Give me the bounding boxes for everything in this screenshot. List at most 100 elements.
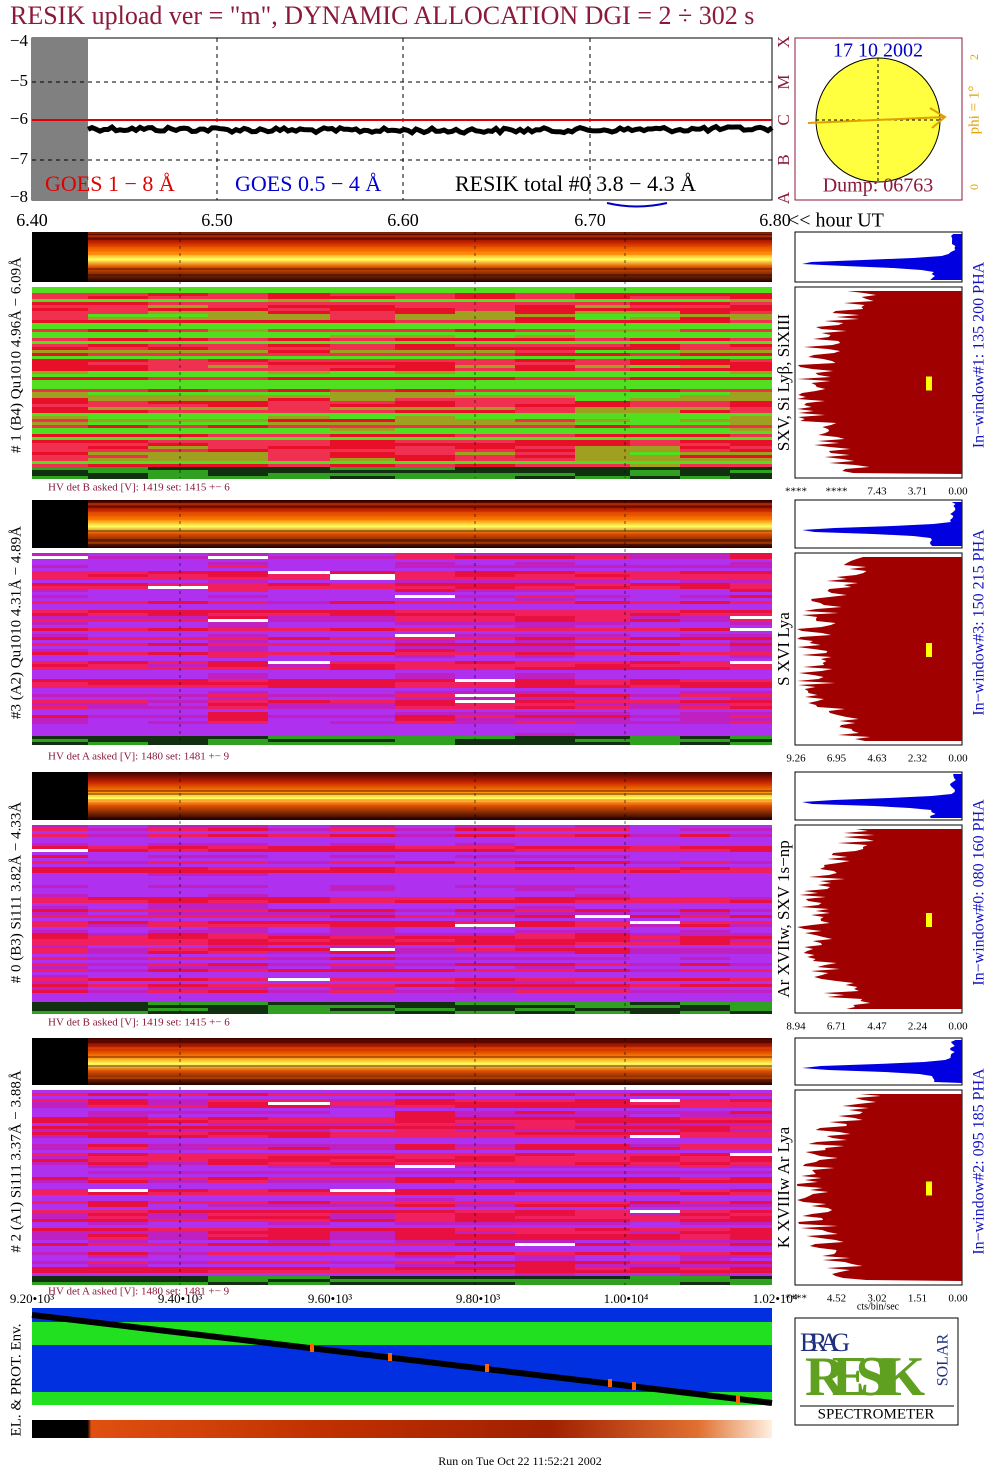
spectrogram-cell xyxy=(208,703,268,706)
spectrogram-cell xyxy=(575,1246,630,1249)
spectrogram-cell xyxy=(680,999,730,1002)
logo-frame xyxy=(794,1317,959,1426)
spectrogram-cell xyxy=(575,1231,630,1234)
spectrogram-cell xyxy=(630,1162,680,1165)
spectrogram-cell xyxy=(330,718,395,721)
spectrogram-cell xyxy=(455,697,515,700)
spectrogram xyxy=(32,825,772,1014)
spectrogram-cell xyxy=(630,622,680,625)
spectrogram-cell xyxy=(208,640,268,643)
spectrogram-cell xyxy=(575,595,630,598)
spectrogram-cell xyxy=(208,443,268,446)
spectrogram-cell xyxy=(455,410,515,413)
spectrogram-cell xyxy=(680,1216,730,1219)
spectrogram-cell xyxy=(515,556,575,559)
spectrogram-cell xyxy=(208,631,268,634)
spectrogram-cell xyxy=(575,305,630,308)
spectrogram-cell xyxy=(575,658,630,661)
spectrogram-cell xyxy=(88,882,148,885)
spectrogram-cell xyxy=(680,915,730,918)
spectrogram-cell xyxy=(575,706,630,709)
spectrogram-cell xyxy=(32,1207,88,1210)
spectrogram-cell xyxy=(680,619,730,622)
spectrogram-cell xyxy=(148,290,208,293)
spectrogram-cell xyxy=(575,960,630,963)
spectrogram-cell xyxy=(208,1177,268,1180)
spectrogram-cell xyxy=(395,598,455,601)
spectrogram-cell xyxy=(148,879,208,882)
spectrogram-cell xyxy=(515,616,575,619)
spectrogram-cell xyxy=(88,359,148,362)
spectrogram-cell xyxy=(680,849,730,852)
spectrogram-cell xyxy=(268,1162,330,1165)
spectrogram-cell xyxy=(455,918,515,921)
spectrogram-cell xyxy=(148,873,208,876)
spectrogram-cell xyxy=(575,359,630,362)
spectrogram-cell xyxy=(330,1249,395,1252)
spectrogram-cell xyxy=(88,380,148,383)
spectrogram-cell xyxy=(395,476,455,479)
spectrogram-cell xyxy=(32,718,88,721)
spectrogram-cell xyxy=(515,571,575,574)
spectrogram-cell xyxy=(148,918,208,921)
spectrogram-cell xyxy=(208,1192,268,1195)
spectrogram-cell xyxy=(32,1213,88,1216)
spectrogram-cell xyxy=(330,425,395,428)
spectrogram-cell xyxy=(730,362,772,365)
spectrogram-cell xyxy=(268,930,330,933)
spectrogram-cell xyxy=(575,990,630,993)
spectrogram-cell xyxy=(680,990,730,993)
spectrogram-cell xyxy=(515,927,575,930)
spectrogram-cell xyxy=(680,643,730,646)
spectrogram-cell xyxy=(680,1267,730,1270)
spectrogram-cell xyxy=(515,362,575,365)
spectrogram-cell xyxy=(330,311,395,314)
spectrogram-cell xyxy=(730,1258,772,1261)
spectrogram-cell xyxy=(32,652,88,655)
spectrogram-cell xyxy=(630,858,680,861)
spectrogram-cell xyxy=(88,428,148,431)
spectrogram-cell xyxy=(268,1198,330,1201)
spectrogram-cell xyxy=(208,589,268,592)
spectrogram-cell xyxy=(268,425,330,428)
spectrogram-cell xyxy=(268,870,330,873)
spectrogram-cell xyxy=(208,945,268,948)
spectrogram-cell xyxy=(730,553,772,556)
spectrogram-cell xyxy=(330,607,395,610)
spectrogram-cell xyxy=(680,694,730,697)
spectrogram-cell xyxy=(208,966,268,969)
spectrogram-cell xyxy=(330,852,395,855)
spectrogram-cell xyxy=(395,742,455,745)
spectrogram-cell xyxy=(208,425,268,428)
spectrogram-cell xyxy=(730,1153,772,1156)
spectrogram-cell xyxy=(330,655,395,658)
pha-tick-label: 0.00 xyxy=(948,1293,968,1305)
spectrogram-cell xyxy=(395,323,455,326)
spectrogram-cell xyxy=(515,736,575,739)
spectrogram-cell xyxy=(208,948,268,951)
spectrogram-cell xyxy=(208,571,268,574)
spectrogram-cell xyxy=(208,840,268,843)
spectrogram-cell xyxy=(455,341,515,344)
spectrogram-cell xyxy=(148,643,208,646)
spectrogram-cell xyxy=(148,924,208,927)
spectrogram-cell xyxy=(575,562,630,565)
spectrogram-cell xyxy=(330,921,395,924)
spectrogram-cell xyxy=(88,852,148,855)
spectrogram-cell xyxy=(730,846,772,849)
spectrogram-cell xyxy=(455,894,515,897)
spectrogram-cell xyxy=(575,467,630,470)
spectrogram-cell xyxy=(268,1165,330,1168)
spectrogram-cell xyxy=(515,398,575,401)
spectrogram-cell xyxy=(680,1126,730,1129)
spectrogram-cell xyxy=(268,476,330,479)
spectrogram-cell xyxy=(32,607,88,610)
line-label: Ar XVIIw, SXV 1s−np xyxy=(774,840,793,997)
spectrogram-cell xyxy=(630,592,680,595)
spectrogram-cell xyxy=(32,1159,88,1162)
spectrogram-cell xyxy=(208,1168,268,1171)
spectrogram-cell xyxy=(88,891,148,894)
spectrogram-cell xyxy=(630,317,680,320)
spectrogram-cell xyxy=(88,1132,148,1135)
spectrogram-cell xyxy=(630,733,680,736)
